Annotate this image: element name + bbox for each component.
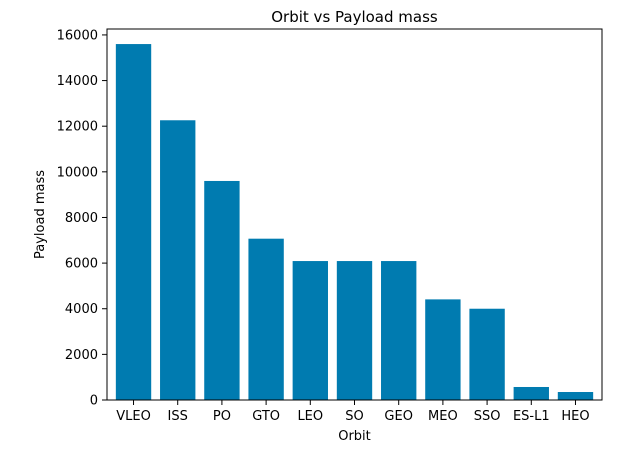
bar-heo: [557, 392, 594, 400]
x-axis-label: Orbit: [338, 429, 371, 444]
x-tick-label: GTO: [252, 409, 280, 424]
y-tick-label: 14000: [57, 74, 98, 89]
x-tick-label: HEO: [561, 409, 589, 424]
bar-sso: [469, 308, 505, 400]
bar-vleo: [115, 44, 152, 401]
bar-geo: [381, 261, 417, 400]
y-tick-label: 2000: [65, 348, 98, 363]
chart-title: Orbit vs Payload mass: [271, 8, 438, 26]
bar-gto: [248, 238, 284, 400]
x-tick-label: LEO: [297, 409, 323, 424]
x-tick-label: SO: [345, 409, 363, 424]
y-axis-label: Payload mass: [33, 170, 48, 259]
bar-meo: [425, 299, 461, 400]
x-tick-label: ISS: [168, 409, 188, 424]
y-tick-label: 6000: [65, 257, 98, 272]
y-tick-label: 0: [90, 394, 98, 409]
bar-es-l1: [513, 386, 549, 400]
bar-po: [204, 180, 240, 400]
y-tick-label: 4000: [65, 302, 98, 317]
x-tick-label: MEO: [428, 409, 458, 424]
y-tick-label: 8000: [65, 211, 98, 226]
y-tick-label: 16000: [57, 28, 98, 43]
x-axis-ticks: VLEO ISS PO GTO LEO SO GEO MEO SSO ES-L1 HEO: [116, 400, 590, 424]
y-axis-ticks: 0 2000 4000 6000 8000 10000 12000 14000 16000: [57, 28, 107, 409]
y-tick-label: 10000: [57, 165, 98, 180]
bar-leo: [292, 261, 328, 400]
x-tick-label: SSO: [474, 409, 501, 424]
x-tick-label: PO: [213, 409, 231, 424]
x-tick-label: ES-L1: [513, 409, 550, 424]
x-tick-label: VLEO: [116, 409, 151, 424]
bar-so: [336, 261, 373, 400]
bar-iss: [160, 120, 196, 401]
bars-group: [115, 44, 594, 401]
y-tick-label: 12000: [57, 120, 98, 135]
plot-frame: [106, 28, 603, 401]
x-tick-label: GEO: [384, 409, 413, 424]
